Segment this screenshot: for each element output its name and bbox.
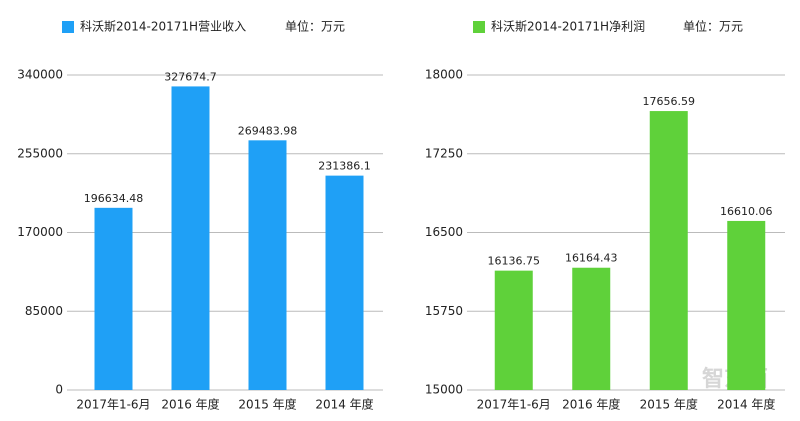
bar — [649, 111, 688, 391]
value-label: 16136.75 — [488, 255, 541, 268]
x-tick-label: 2016 年度 — [161, 397, 219, 412]
bar — [94, 207, 133, 390]
bar — [171, 86, 210, 390]
bar — [325, 175, 364, 390]
y-tick-label: 170000 — [17, 225, 63, 239]
unit-label: 单位：万元 — [683, 19, 743, 34]
y-tick-label: 85000 — [25, 304, 63, 318]
unit-label: 单位：万元 — [285, 19, 345, 34]
x-tick-label: 2016 年度 — [562, 397, 620, 412]
y-tick-label: 340000 — [17, 68, 63, 82]
x-tick-label: 2015 年度 — [640, 397, 698, 412]
legend-label: 科沃斯2014-20171H营业收入 — [80, 20, 246, 34]
y-tick-label: 17250 — [425, 146, 463, 160]
value-label: 327674.7 — [164, 70, 217, 83]
legend-swatch — [473, 21, 485, 33]
y-tick-label: 0 — [55, 383, 63, 397]
value-label: 16610.06 — [720, 205, 773, 218]
bar — [572, 267, 611, 390]
y-tick-label: 16500 — [425, 225, 463, 239]
x-tick-label: 2017年1-6月 — [76, 398, 150, 412]
bar — [248, 140, 287, 390]
y-tick-label: 18000 — [425, 68, 463, 82]
x-tick-label: 2014 年度 — [717, 397, 775, 412]
legend-swatch — [62, 21, 74, 33]
value-label: 231386.1 — [318, 160, 371, 173]
value-label: 196634.48 — [84, 192, 144, 205]
x-tick-label: 2017年1-6月 — [477, 398, 551, 412]
bar — [494, 270, 533, 390]
legend-label: 科沃斯2014-20171H净利润 — [491, 20, 645, 34]
y-tick-label: 15000 — [425, 383, 463, 397]
y-tick-label: 255000 — [17, 146, 63, 160]
y-tick-label: 15750 — [425, 304, 463, 318]
x-tick-label: 2014 年度 — [315, 397, 373, 412]
value-label: 16164.43 — [565, 252, 618, 265]
x-tick-label: 2015 年度 — [238, 397, 296, 412]
value-label: 269483.98 — [238, 124, 298, 137]
bar — [727, 220, 766, 390]
value-label: 17656.59 — [643, 95, 696, 108]
